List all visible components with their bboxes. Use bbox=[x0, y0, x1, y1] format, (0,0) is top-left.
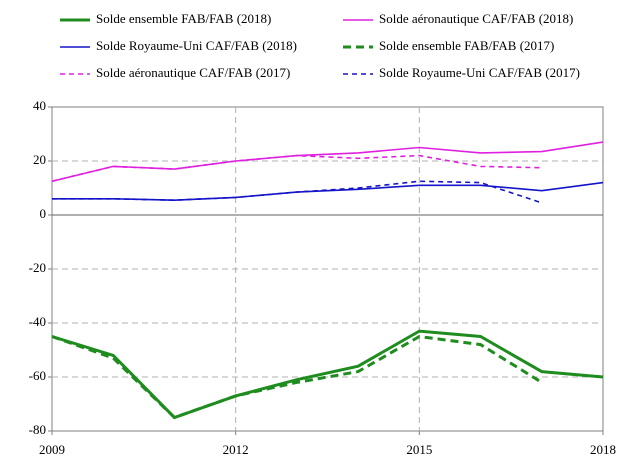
y-tick-label: -40 bbox=[29, 314, 46, 329]
legend-label: Solde aéronautique CAF/FAB (2018) bbox=[379, 11, 573, 26]
y-tick-label: -60 bbox=[29, 368, 46, 383]
y-tick-label: -20 bbox=[29, 260, 46, 275]
legend-label: Solde ensemble FAB/FAB (2017) bbox=[379, 38, 554, 53]
legend-label: Solde aéronautique CAF/FAB (2017) bbox=[96, 65, 290, 80]
series-line bbox=[51, 141, 604, 183]
x-tick-label: 2012 bbox=[223, 442, 249, 457]
x-tick-label: 2009 bbox=[39, 442, 65, 457]
x-tick-label: 2018 bbox=[590, 442, 616, 457]
y-tick-label: 20 bbox=[33, 152, 46, 167]
x-tick-label: 2015 bbox=[406, 442, 432, 457]
legend-label: Solde ensemble FAB/FAB (2018) bbox=[96, 11, 271, 26]
legend-label: Solde Royaume-Uni CAF/FAB (2017) bbox=[379, 65, 580, 80]
series-line bbox=[51, 329, 604, 420]
y-tick-label: 40 bbox=[33, 98, 46, 113]
y-tick-label: 0 bbox=[40, 206, 47, 221]
series-line bbox=[52, 181, 604, 201]
legend-label: Solde Royaume-Uni CAF/FAB (2018) bbox=[96, 38, 297, 53]
y-tick-label: -80 bbox=[29, 422, 46, 437]
